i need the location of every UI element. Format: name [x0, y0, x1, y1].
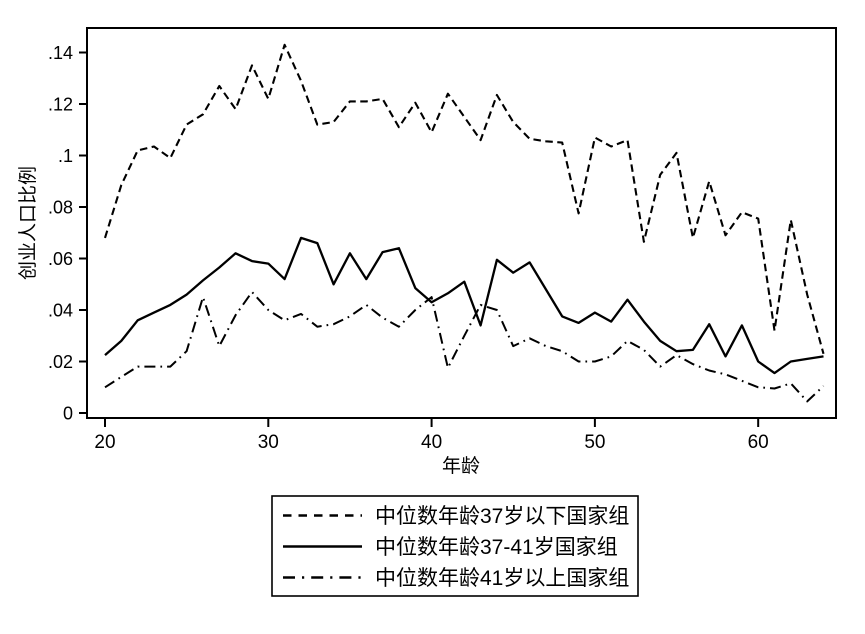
y-tick-label: .08 — [48, 198, 73, 218]
x-tick-label: 50 — [584, 432, 605, 453]
y-tick-label: .04 — [48, 301, 73, 321]
y-axis-label: 创业人口比例 — [17, 166, 39, 280]
series-lines — [103, 43, 825, 403]
legend: 中位数年龄37岁以下国家组 中位数年龄37-41岁国家组 中位数年龄41岁以上国… — [271, 495, 639, 597]
y-tick-label: .02 — [48, 352, 73, 372]
series-line-1 — [104, 236, 824, 375]
y-tick-label: .06 — [48, 249, 73, 269]
x-tick-label: 30 — [258, 432, 279, 453]
legend-item-below-37: 中位数年龄37岁以下国家组 — [283, 505, 629, 528]
y-tick-label: .1 — [58, 146, 73, 166]
series-line-0 — [103, 43, 825, 355]
legend-label-above-41: 中位数年龄41岁以上国家组 — [375, 567, 629, 590]
y-tick-label: 0 — [63, 404, 73, 424]
x-axis-ticks: 20 30 40 50 60 — [94, 418, 769, 453]
legend-item-above-41: 中位数年龄41岁以上国家组 — [283, 567, 629, 590]
x-tick-label: 20 — [94, 432, 115, 453]
legend-item-37-41: 中位数年龄37-41岁国家组 — [283, 536, 618, 559]
legend-label-below-37: 中位数年龄37岁以下国家组 — [375, 505, 629, 528]
x-tick-label: 60 — [748, 432, 769, 453]
x-axis-label: 年龄 — [442, 455, 480, 477]
x-tick-label: 40 — [421, 432, 442, 453]
y-tick-label: .12 — [48, 95, 73, 115]
legend-label-37-41: 中位数年龄37-41岁国家组 — [375, 536, 618, 559]
series-line-2 — [104, 291, 825, 403]
y-axis-ticks: 0 .02 .04 .06 .08 .1 .12 .14 — [48, 43, 87, 424]
plot-frame — [86, 27, 837, 419]
y-tick-label: .14 — [48, 43, 73, 63]
